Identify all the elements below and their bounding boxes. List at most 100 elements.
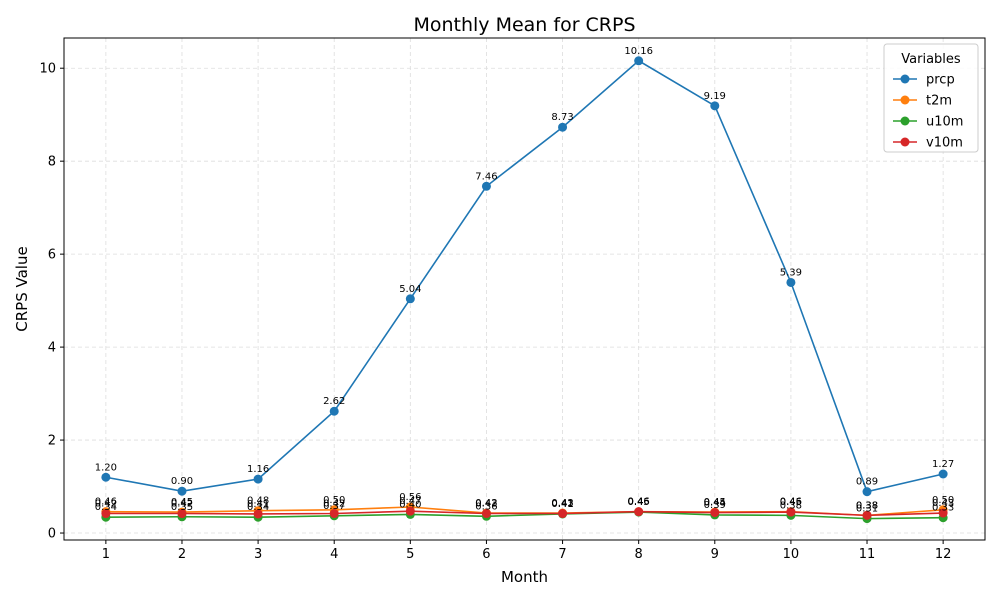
data-label-t2m: 0.45 [704,497,726,508]
legend-items: prcp t2m u10m v10m [893,73,963,151]
data-label-t2m: 0.48 [247,496,269,507]
data-point-prcp [177,486,187,496]
data-point-v10m [862,510,872,520]
data-point-prcp [481,181,491,191]
data-label-u10m: 0.35 [171,502,193,513]
legend-label-prcp: prcp [926,73,955,88]
data-label-v10m: 0.38 [856,500,878,511]
data-label-prcp: 1.16 [247,464,269,475]
data-label-v10m: 0.42 [475,499,497,510]
data-label-u10m: 0.34 [95,502,117,513]
data-label-u10m: 0.38 [780,500,802,511]
legend: Variables prcp t2m u10m v10m [883,43,979,153]
x-tick-label: 1 [102,547,110,562]
data-label-t2m: 0.46 [628,497,650,508]
plot-area-frame [63,37,986,541]
y-tick-label: 4 [48,341,56,356]
data-point-prcp [405,294,415,304]
data-label-v10m: 0.46 [628,497,650,508]
legend-label-t2m: t2m [926,94,952,109]
data-point-v10m [101,509,111,519]
series-line-u10m [105,511,944,520]
legend-label-u10m: u10m [926,115,963,130]
data-label-u10m: 0.41 [551,499,573,510]
chart-title: Monthly Mean for CRPS [413,14,635,36]
legend-label-v10m: v10m [926,136,963,151]
data-label-u10m: 0.45 [628,497,650,508]
data-label-u10m: 0.34 [247,502,269,513]
data-label-t2m: 0.43 [551,498,573,509]
data-label-prcp: 5.04 [399,284,421,295]
data-label-prcp: 8.73 [551,112,573,123]
data-point-prcp [862,487,872,497]
data-label-u10m: 0.37 [323,501,345,512]
y-tick-label: 0 [48,527,56,542]
legend-marker-prcp [900,74,910,84]
data-point-v10m [938,508,948,518]
legend-marker-u10m [900,116,910,126]
legend-marker-v10m [900,137,910,147]
series-line-v10m [105,510,944,517]
y-tick-label: 8 [48,155,56,170]
legend-title: Variables [901,52,961,67]
x-axis-title: Month [501,568,548,586]
data-label-t2m: 0.46 [780,497,802,508]
data-point-prcp [558,122,568,132]
data-point-v10m [329,509,339,519]
data-label-v10m: 0.42 [95,499,117,510]
data-label-t2m: 0.50 [323,495,345,506]
data-label-u10m: 0.31 [856,504,878,515]
grid-layer [64,38,985,540]
y-tick-label: 2 [48,434,56,449]
x-tick-label: 9 [711,547,719,562]
x-tick-label: 6 [482,547,490,562]
x-tick-label: 11 [859,547,876,562]
data-label-prcp: 7.46 [475,171,497,182]
data-point-prcp [253,474,263,484]
data-point-v10m [253,509,263,519]
legend-marker-t2m [900,95,910,105]
data-label-t2m: 0.46 [95,497,117,508]
data-label-prcp: 9.19 [704,91,726,102]
data-point-prcp [786,277,796,287]
data-label-prcp: 2.62 [323,396,345,407]
data-point-prcp [634,56,644,66]
data-point-v10m [558,509,568,519]
series-layer [101,56,948,524]
y-tick-label: 10 [39,62,56,77]
data-label-t2m: 0.45 [171,497,193,508]
data-label-t2m: 0.43 [475,498,497,509]
data-point-v10m [710,508,720,518]
data-label-v10m: 0.44 [704,498,726,509]
data-label-prcp: 1.27 [932,459,954,470]
data-label-v10m: 0.47 [399,496,421,507]
data-label-t2m: 0.50 [932,495,954,506]
x-tick-label: 12 [935,547,952,562]
data-point-v10m [786,507,796,517]
data-point-v10m [481,509,491,519]
y-tick-label: 6 [48,248,56,263]
series-line-prcp [105,59,944,493]
x-tick-label: 5 [406,547,414,562]
y-axis-title: CRPS Value [13,246,31,331]
data-label-u10m: 0.39 [704,500,726,511]
data-label-prcp: 5.39 [780,267,802,278]
data-label-v10m: 0.41 [247,499,269,510]
data-label-u10m: 0.40 [399,499,421,510]
data-point-prcp [329,406,339,416]
data-label-v10m: 0.42 [323,499,345,510]
x-tick-label: 8 [635,547,643,562]
x-tick-label: 3 [254,547,262,562]
data-point-v10m [405,506,415,516]
data-point-prcp [710,101,720,111]
x-tick-label: 7 [558,547,566,562]
data-label-prcp: 1.20 [95,462,117,473]
data-label-layer: 1.20 0.90 1.16 2.62 5.04 7.46 8.73 10.16 9.19 5.3… [95,46,955,515]
data-label-prcp: 10.16 [624,46,653,57]
data-label-t2m: 0.56 [399,492,421,503]
data-label-v10m: 0.45 [780,497,802,508]
x-tick-label: 4 [330,547,338,562]
data-point-v10m [634,507,644,517]
